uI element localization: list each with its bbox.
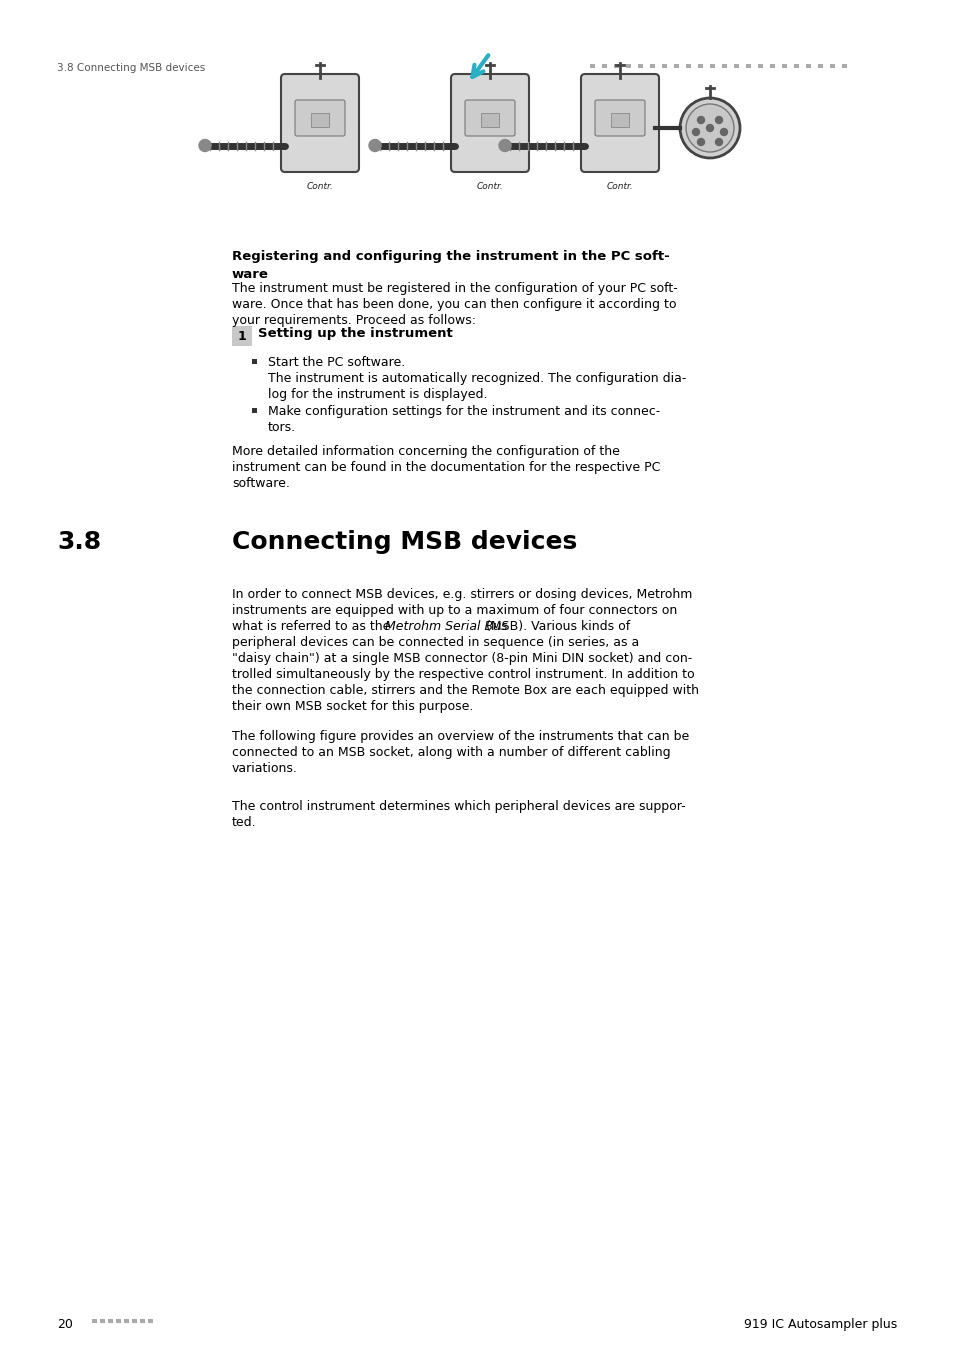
FancyBboxPatch shape (464, 100, 515, 136)
Text: peripheral devices can be connected in sequence (in series, as a: peripheral devices can be connected in s… (232, 636, 639, 649)
Bar (769, 63, 774, 68)
Text: trolled simultaneously by the respective control instrument. In addition to: trolled simultaneously by the respective… (232, 668, 694, 680)
Circle shape (715, 116, 721, 123)
Text: the connection cable, stirrers and the Remote Box are each equipped with: the connection cable, stirrers and the R… (232, 684, 699, 697)
Circle shape (692, 128, 699, 135)
Text: their own MSB socket for this purpose.: their own MSB socket for this purpose. (232, 701, 473, 713)
Text: In order to connect MSB devices, e.g. stirrers or dosing devices, Metrohm: In order to connect MSB devices, e.g. st… (232, 589, 692, 601)
Circle shape (199, 139, 211, 151)
FancyBboxPatch shape (580, 74, 659, 171)
Bar (625, 63, 630, 68)
Text: Metrohm Serial Bus: Metrohm Serial Bus (385, 620, 507, 633)
FancyBboxPatch shape (294, 100, 345, 136)
Text: your requirements. Proceed as follows:: your requirements. Proceed as follows: (232, 315, 476, 327)
Bar (252, 359, 256, 364)
Text: ware. Once that has been done, you can then configure it according to: ware. Once that has been done, you can t… (232, 298, 676, 311)
Text: The following figure provides an overview of the instruments that can be: The following figure provides an overvie… (232, 730, 688, 742)
Text: More detailed information concerning the configuration of the: More detailed information concerning the… (232, 446, 619, 458)
Circle shape (369, 139, 380, 151)
Circle shape (685, 104, 733, 153)
Text: what is referred to as the: what is referred to as the (232, 620, 394, 633)
Text: tors.: tors. (268, 421, 295, 433)
Bar (685, 63, 690, 68)
Text: (MSB). Various kinds of: (MSB). Various kinds of (481, 620, 630, 633)
Bar (781, 63, 786, 68)
Circle shape (715, 139, 721, 146)
Text: Contr.: Contr. (476, 182, 503, 190)
Bar (745, 63, 750, 68)
Bar (709, 63, 714, 68)
Text: Make configuration settings for the instrument and its connec-: Make configuration settings for the inst… (268, 405, 659, 418)
Bar (614, 63, 618, 68)
Text: 919 IC Autosampler plus: 919 IC Autosampler plus (743, 1318, 896, 1331)
Text: connected to an MSB socket, along with a number of different cabling: connected to an MSB socket, along with a… (232, 747, 670, 759)
FancyBboxPatch shape (451, 74, 529, 171)
Text: software.: software. (232, 477, 290, 490)
Text: Start the PC software.: Start the PC software. (268, 356, 405, 369)
Bar (232, 325, 252, 346)
Bar (673, 63, 679, 68)
Bar (698, 63, 702, 68)
Text: The control instrument determines which peripheral devices are suppor-: The control instrument determines which … (232, 801, 685, 813)
Bar (140, 1319, 145, 1323)
Text: 3.8: 3.8 (57, 531, 101, 554)
Circle shape (679, 99, 740, 158)
Text: 20: 20 (57, 1318, 72, 1331)
Text: The instrument must be registered in the configuration of your PC soft-: The instrument must be registered in the… (232, 282, 677, 296)
Bar (100, 1319, 105, 1323)
Text: ted.: ted. (232, 815, 256, 829)
Bar (311, 113, 329, 127)
Bar (480, 113, 498, 127)
Bar (148, 1319, 152, 1323)
Circle shape (697, 139, 703, 146)
Bar (108, 1319, 112, 1323)
Bar (805, 63, 810, 68)
Text: Contr.: Contr. (306, 182, 333, 190)
Bar (638, 63, 642, 68)
Text: instrument can be found in the documentation for the respective PC: instrument can be found in the documenta… (232, 460, 659, 474)
Bar (91, 1319, 97, 1323)
Bar (649, 63, 655, 68)
FancyBboxPatch shape (281, 74, 358, 171)
Bar (116, 1319, 121, 1323)
Circle shape (498, 139, 511, 151)
Bar (610, 113, 628, 127)
Text: variations.: variations. (232, 761, 297, 775)
Bar (661, 63, 666, 68)
Circle shape (697, 116, 703, 123)
Text: Connecting MSB devices: Connecting MSB devices (232, 531, 577, 554)
Bar (132, 1319, 137, 1323)
Text: instruments are equipped with up to a maximum of four connectors on: instruments are equipped with up to a ma… (232, 603, 677, 617)
Text: ware: ware (232, 269, 269, 281)
Bar (829, 63, 834, 68)
Text: Setting up the instrument: Setting up the instrument (257, 327, 453, 340)
FancyBboxPatch shape (595, 100, 644, 136)
Bar (252, 408, 256, 413)
Bar (758, 63, 762, 68)
Text: Contr.: Contr. (606, 182, 633, 190)
Bar (124, 1319, 129, 1323)
Bar (589, 63, 595, 68)
Bar (793, 63, 799, 68)
Bar (601, 63, 606, 68)
Text: The instrument is automatically recognized. The configuration dia-: The instrument is automatically recogniz… (268, 373, 685, 385)
Text: Registering and configuring the instrument in the PC soft-: Registering and configuring the instrume… (232, 250, 669, 263)
Circle shape (720, 128, 727, 135)
Circle shape (706, 124, 713, 131)
Bar (841, 63, 846, 68)
Text: "daisy chain") at a single MSB connector (8-pin Mini DIN socket) and con-: "daisy chain") at a single MSB connector… (232, 652, 692, 666)
Text: log for the instrument is displayed.: log for the instrument is displayed. (268, 387, 487, 401)
Bar (817, 63, 822, 68)
Text: 3.8 Connecting MSB devices: 3.8 Connecting MSB devices (57, 63, 205, 73)
Bar (721, 63, 726, 68)
Text: 1: 1 (237, 329, 246, 343)
Bar (733, 63, 739, 68)
